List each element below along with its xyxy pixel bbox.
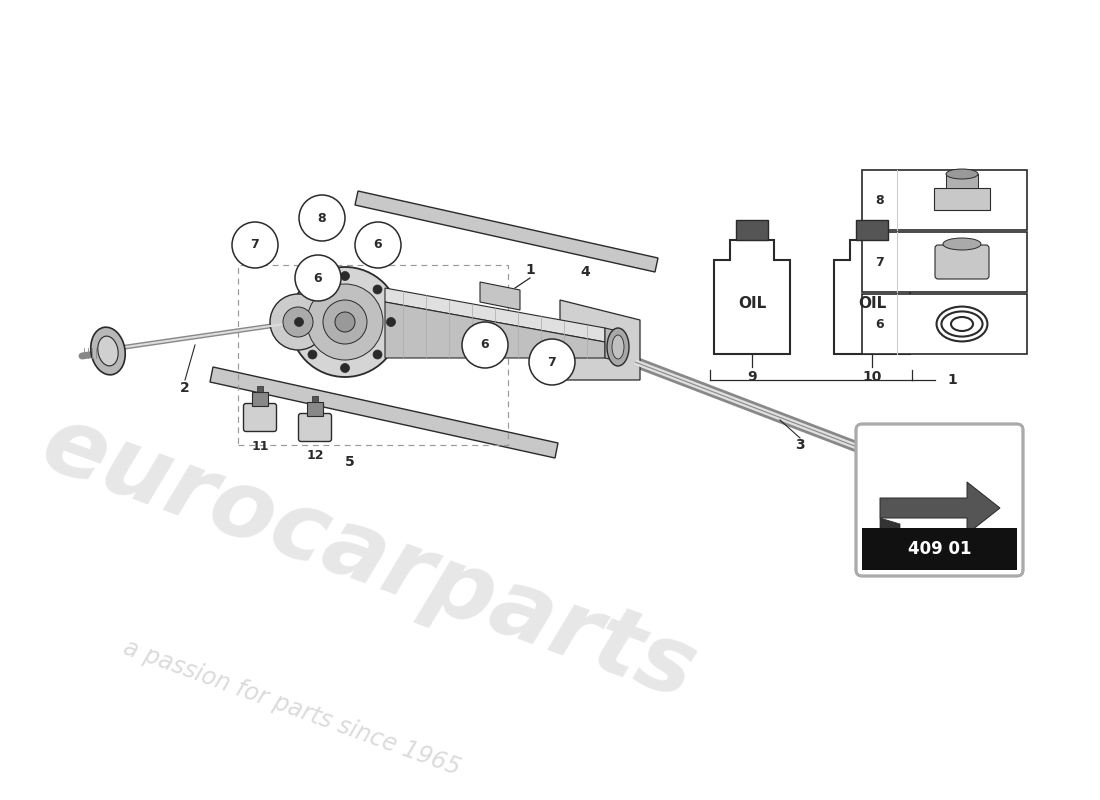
Polygon shape [385, 302, 605, 358]
FancyBboxPatch shape [243, 403, 276, 431]
Bar [312, 396, 318, 402]
Text: 9: 9 [747, 370, 757, 384]
Bar [934, 188, 990, 210]
Circle shape [529, 339, 575, 385]
Circle shape [355, 222, 402, 268]
Text: 8: 8 [876, 194, 884, 206]
Polygon shape [880, 518, 900, 534]
Text: 5: 5 [345, 455, 355, 469]
Polygon shape [210, 367, 558, 458]
Ellipse shape [607, 328, 629, 366]
Polygon shape [480, 282, 520, 310]
Polygon shape [714, 240, 790, 354]
Circle shape [341, 363, 350, 373]
Circle shape [290, 267, 400, 377]
Circle shape [283, 307, 313, 337]
Circle shape [462, 322, 508, 368]
Circle shape [336, 312, 355, 332]
Text: a passion for parts since 1965: a passion for parts since 1965 [120, 635, 463, 780]
Ellipse shape [943, 238, 981, 250]
Polygon shape [605, 328, 621, 362]
Circle shape [308, 285, 317, 294]
Circle shape [295, 255, 341, 301]
Bar [862, 232, 1027, 292]
Text: 2: 2 [180, 381, 190, 395]
Circle shape [270, 294, 326, 350]
Bar [736, 220, 768, 240]
Polygon shape [355, 191, 658, 272]
Circle shape [295, 318, 304, 326]
Bar [862, 294, 1027, 354]
Bar [862, 170, 1027, 230]
Text: 6: 6 [314, 271, 322, 285]
Bar [307, 402, 323, 416]
Bar [946, 174, 978, 188]
Polygon shape [560, 300, 640, 380]
Text: 7: 7 [251, 238, 260, 251]
Text: OIL: OIL [858, 297, 887, 311]
Text: 1: 1 [525, 263, 535, 277]
FancyBboxPatch shape [856, 424, 1023, 576]
Bar [856, 220, 888, 240]
FancyBboxPatch shape [298, 414, 331, 442]
Text: 1: 1 [947, 373, 957, 387]
Polygon shape [880, 482, 1000, 534]
Text: OIL: OIL [738, 297, 766, 311]
Polygon shape [385, 288, 605, 342]
Circle shape [232, 222, 278, 268]
Text: 3: 3 [795, 438, 805, 452]
Text: 8: 8 [318, 211, 327, 225]
Ellipse shape [612, 335, 624, 359]
Ellipse shape [90, 327, 125, 375]
Text: 7: 7 [548, 355, 557, 369]
Text: 11: 11 [251, 439, 268, 453]
Text: 6: 6 [876, 318, 884, 330]
Circle shape [307, 284, 383, 360]
Text: 6: 6 [481, 338, 490, 351]
Ellipse shape [949, 460, 994, 520]
Polygon shape [834, 240, 910, 354]
Ellipse shape [946, 169, 978, 179]
Text: 4: 4 [580, 265, 590, 279]
Circle shape [299, 195, 345, 241]
Circle shape [308, 350, 317, 359]
Text: 6: 6 [374, 238, 383, 251]
Text: 10: 10 [862, 370, 882, 384]
Text: 409 01: 409 01 [908, 540, 971, 558]
Bar [252, 392, 268, 406]
Circle shape [323, 300, 367, 344]
Bar [257, 386, 263, 392]
Circle shape [386, 318, 396, 326]
Text: 12: 12 [306, 450, 323, 462]
Bar [862, 528, 1018, 570]
Circle shape [373, 285, 382, 294]
Text: eurocarparts: eurocarparts [30, 398, 708, 720]
Circle shape [373, 350, 382, 359]
Text: 7: 7 [876, 255, 884, 269]
Ellipse shape [98, 336, 118, 366]
Ellipse shape [958, 472, 986, 508]
FancyBboxPatch shape [935, 245, 989, 279]
Circle shape [341, 271, 350, 281]
